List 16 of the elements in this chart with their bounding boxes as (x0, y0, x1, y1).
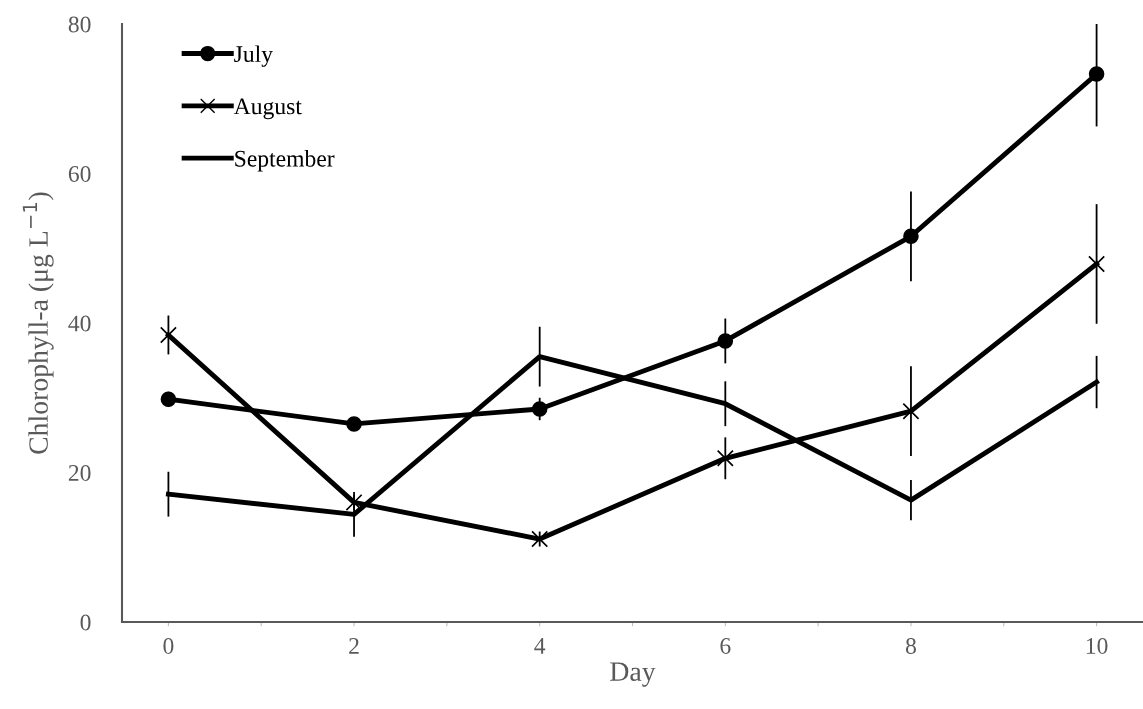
y-tick-label: 20 (68, 464, 91, 481)
x-tick-label: 2 (349, 638, 359, 654)
x-tick-label: 4 (534, 638, 546, 654)
y-tick-label: 60 (68, 165, 91, 182)
x-axis-title: Day (610, 662, 656, 687)
y-tick-label: 40 (68, 315, 91, 332)
legend-label: September (235, 150, 335, 172)
y-tick-label: 80 (68, 16, 91, 33)
y-tick-label: 0 (80, 614, 91, 631)
x-tick-label: 8 (905, 637, 916, 654)
y-axis-title: Chlorophyll-a (μg L$^{−1}$) (22, 192, 54, 454)
x-tick-label: 10 (1086, 637, 1108, 654)
x-tick-label: 0 (163, 637, 174, 654)
legend-label: July (234, 45, 273, 67)
legend-label: August (233, 98, 302, 120)
x-tick-label: 6 (720, 638, 731, 654)
